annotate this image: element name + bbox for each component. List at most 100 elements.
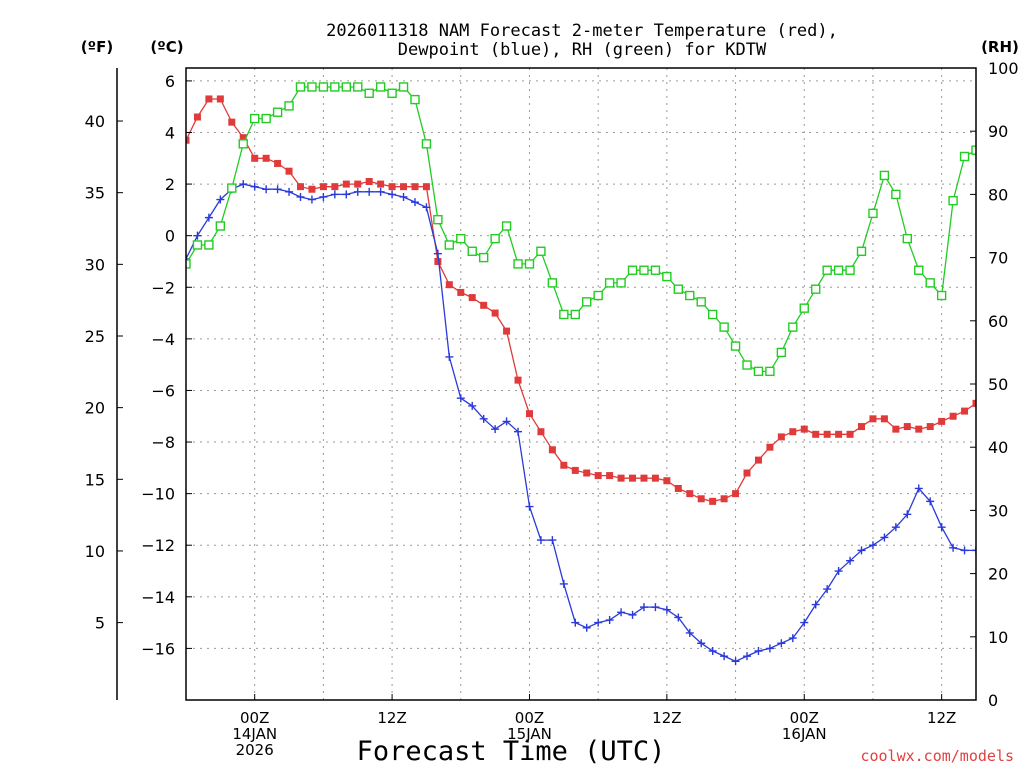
- rh-point: [799, 303, 809, 313]
- temperature-point: [972, 399, 976, 407]
- temperature-point: [720, 495, 728, 503]
- rh-point: [330, 82, 340, 92]
- rh-point: [822, 265, 832, 275]
- temperature-point: [800, 425, 808, 433]
- temperature-point: [880, 415, 888, 423]
- temperature-point: [537, 428, 545, 436]
- fahrenheit-unit-label: (ºF): [81, 38, 113, 56]
- dewpoint-point: [674, 613, 683, 622]
- dewpoint-point: [582, 623, 591, 632]
- dewpoint-point: [204, 213, 213, 222]
- dewpoint-point: [697, 639, 706, 648]
- rh-point: [513, 259, 523, 269]
- rh-tick-label: 10: [988, 628, 1008, 647]
- rh-point: [570, 309, 580, 320]
- rh-point: [811, 284, 821, 294]
- temperature-point: [354, 180, 362, 188]
- dewpoint-point: [937, 523, 946, 532]
- rh-tick-label: 100: [988, 59, 1019, 78]
- temperature-point: [732, 490, 740, 498]
- temperature-point: [491, 309, 499, 317]
- fahrenheit-tick-label: 35: [85, 184, 105, 203]
- temperature-point: [388, 183, 396, 191]
- temperature-point: [915, 425, 923, 433]
- dewpoint-point: [628, 610, 637, 619]
- chart-title-line1: 2026011318 NAM Forecast 2-meter Temperat…: [326, 21, 838, 41]
- rh-point: [719, 322, 729, 332]
- temperature-point: [926, 423, 934, 431]
- dewpoint-point: [262, 185, 271, 194]
- rh-point: [353, 82, 363, 92]
- temperature-series: [186, 95, 1024, 505]
- dewpoint-point: [319, 192, 328, 201]
- temperature-point: [525, 410, 533, 418]
- dewpoint-point: [250, 182, 259, 191]
- rh-point: [433, 214, 443, 225]
- dewpoint-point: [365, 187, 374, 196]
- rh-point: [186, 259, 191, 269]
- dewpoint-point: [708, 646, 717, 655]
- x-tick-label: 00Z: [240, 709, 269, 727]
- dewpoint-point: [1018, 405, 1024, 413]
- rh-point: [478, 252, 489, 263]
- rh-tick-label: 90: [988, 122, 1008, 141]
- temperature-point: [228, 118, 236, 126]
- dewpoint-point: [342, 190, 351, 199]
- dewpoint-point: [410, 198, 419, 207]
- rh-point: [387, 88, 397, 98]
- rh-tick-label: 80: [988, 185, 1008, 204]
- temperature-point: [274, 159, 282, 167]
- x-tick-label: 15JAN: [507, 725, 552, 743]
- rh-point: [673, 284, 684, 294]
- dewpoint-point: [811, 600, 820, 609]
- temperature-point: [331, 183, 339, 191]
- temperature-point: [754, 456, 762, 464]
- dewpoint-point: [926, 497, 935, 506]
- rh-point: [341, 82, 351, 92]
- temperature-point: [674, 484, 682, 492]
- temperature-point: [1018, 361, 1024, 368]
- fahrenheit-tick-label: 25: [85, 327, 105, 346]
- temperature-point: [629, 474, 637, 482]
- dewpoint-point: [216, 195, 225, 204]
- dewpoint-point: [685, 628, 694, 637]
- x-tick-label: 16JAN: [782, 725, 827, 743]
- temperature-point: [365, 178, 373, 186]
- dewpoint-point: [376, 187, 385, 196]
- rh-point: [284, 101, 294, 111]
- rh-point: [456, 233, 466, 244]
- rh-point: [375, 82, 386, 92]
- dewpoint-point: [983, 490, 991, 498]
- rh-point: [662, 271, 672, 282]
- dewpoint-point: [502, 417, 511, 426]
- rh-point: [593, 290, 603, 301]
- dewpoint-point: [972, 546, 976, 555]
- celsius-tick-label: −10: [141, 485, 175, 504]
- dewpoint-point: [777, 639, 786, 648]
- dewpoint-point: [399, 192, 408, 201]
- dewpoint-point: [903, 510, 912, 519]
- dewpoint-point: [857, 546, 866, 555]
- dewpoint-point: [468, 401, 477, 410]
- rh-point: [1018, 140, 1024, 148]
- dewpoint-point: [445, 352, 454, 361]
- dewpoint-point: [639, 603, 648, 612]
- rh-point: [238, 139, 248, 149]
- fahrenheit-tick-label: 15: [85, 470, 105, 489]
- rh-point: [536, 246, 546, 256]
- rh-point: [696, 297, 706, 307]
- temperature-point: [938, 417, 946, 425]
- temperature-point: [262, 154, 270, 162]
- temperature-point: [422, 183, 430, 191]
- rh-point: [845, 265, 855, 275]
- rh-tick-label: 0: [988, 691, 998, 710]
- dewpoint-series: [186, 180, 1024, 666]
- celsius-unit-label: (ºC): [150, 38, 183, 56]
- rh-point: [776, 347, 787, 358]
- temperature-point: [411, 183, 419, 191]
- rh-point: [971, 145, 976, 155]
- dewpoint-point: [514, 427, 523, 436]
- dewpoint-point: [891, 523, 900, 532]
- dewpoint-point: [491, 425, 500, 434]
- fahrenheit-tick-label: 30: [85, 255, 105, 274]
